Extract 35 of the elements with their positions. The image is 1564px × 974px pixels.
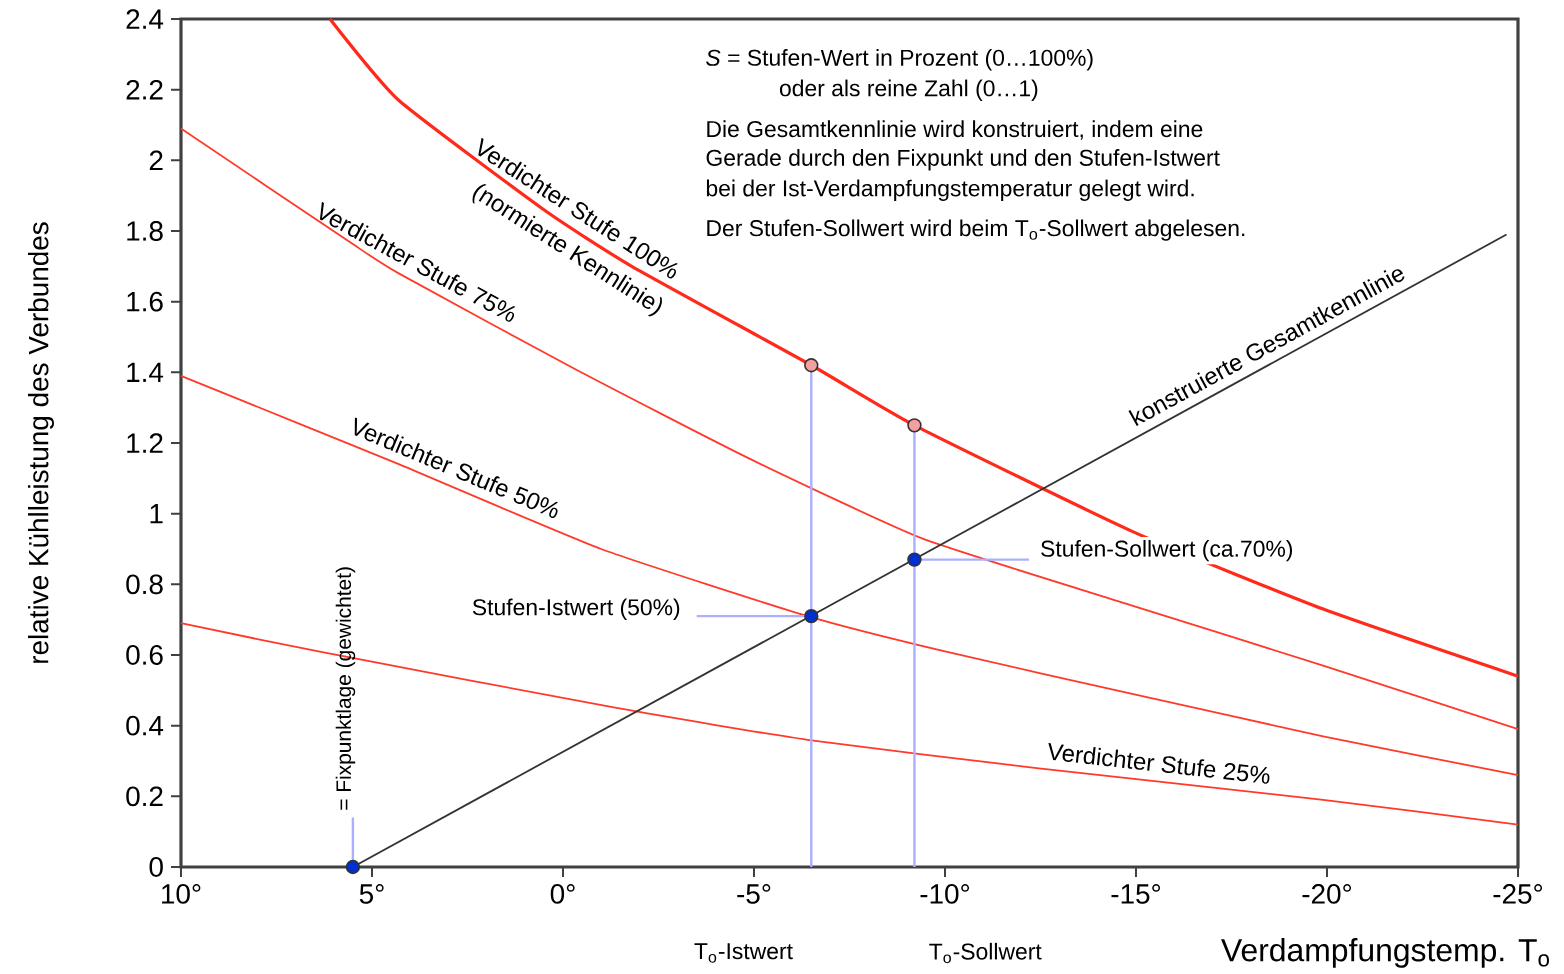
y-tick-label: 1.2 [127, 433, 163, 453]
y-tick-label: 0 [149, 856, 163, 877]
y-tick-label: 0.2 [126, 786, 163, 807]
y-tick-label: 1 [150, 503, 163, 524]
y-tick-label: 0.4 [126, 715, 164, 736]
y-axis-title: relative Kühlleistung des Verbundes [27, 222, 54, 663]
x-tick-label: -5° [737, 883, 771, 904]
annotation: Stufen-Sollwert (ca.70%) [1041, 539, 1293, 562]
x-tick-label: 0° [550, 883, 575, 904]
x-tick-label: 10° [162, 883, 201, 904]
x-axis-title: Verdampfungstemp. T$_{o}$ [1221, 937, 1550, 968]
y-tick-label: 2.2 [126, 79, 163, 100]
annotation: Stufen-Istwert (50%) [472, 598, 680, 620]
x-tick-label: -20° [1302, 883, 1352, 904]
x-tick-label: -25° [1493, 883, 1543, 904]
y-tick-label: 2 [149, 150, 163, 170]
y-tick-label: 1.6 [127, 291, 163, 312]
text: T$_{o}$-Istwert [694, 943, 793, 963]
text: Verdichter Stufe 25% [1048, 742, 1270, 784]
y-tick-label: 0.6 [126, 644, 163, 665]
y-tick-label: 0.8 [126, 574, 163, 595]
x-tick-label: -10° [920, 883, 970, 904]
y-tick-label: 1.4 [127, 362, 164, 382]
y-tick-label: 2.4 [126, 9, 164, 29]
annotation: Der Stufen-Sollwert wird beim T$_{o}$-Sollwert abgelesen. [707, 219, 1245, 241]
annotation: S = Stufen-Wert in Prozent (0…100%) [706, 48, 1093, 71]
annotation: Die Gesamtkennlinie wird konstruiert, indem eine [707, 120, 1203, 140]
annotation: = Fixpunktlage (gewichtet) [335, 567, 356, 810]
x-tick-label: -15° [1111, 883, 1161, 904]
annotation: Gerade durch den Fixpunkt und den Stufen-Istwert [706, 148, 1220, 171]
text: T$_{o}$-Sollwert [929, 942, 1042, 963]
y-tick-label: 1.8 [127, 220, 163, 241]
annotation: bei der Ist-Verdampfungstemperatur gelegt wird. [706, 179, 1194, 201]
annotation: oder als reine Zahl (0…1) [779, 79, 1038, 101]
x-tick-label: 5° [359, 883, 384, 904]
